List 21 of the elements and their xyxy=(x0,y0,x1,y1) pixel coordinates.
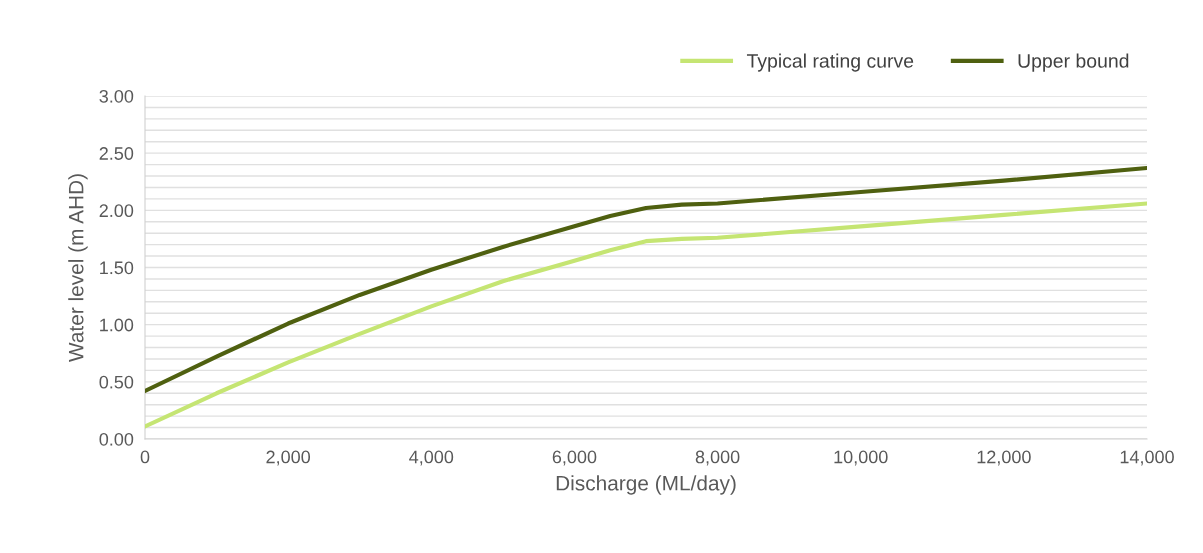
y-tick-label: 1.00 xyxy=(100,318,134,332)
x-tick-label: 8,000 xyxy=(695,450,740,466)
y-axis-title: Water level (m AHD) xyxy=(68,174,88,362)
y-tick-label: 1.50 xyxy=(100,261,134,275)
legend-label: Typical rating curve xyxy=(746,53,914,72)
y-tick-label: 2.00 xyxy=(99,204,134,218)
line-series xyxy=(145,165,1147,394)
x-tick-label: 4,000 xyxy=(409,450,454,466)
y-tick-label: 0.00 xyxy=(99,432,134,446)
y-tick-label: 2.50 xyxy=(99,147,134,160)
legend-label: Upper bound xyxy=(1018,53,1129,72)
x-tick-label: 10,000 xyxy=(834,450,888,466)
y-tick-label: 3.00 xyxy=(99,89,134,103)
x-tick-label: 0 xyxy=(140,450,150,464)
x-tick-label: 6,000 xyxy=(552,450,597,466)
x-tick-label: 12,000 xyxy=(977,450,1031,466)
x-axis-title: Discharge (ML/day) xyxy=(556,475,736,495)
line-series xyxy=(145,201,1147,429)
x-tick-label: 14,000 xyxy=(1120,450,1174,466)
x-tick-label: 2,000 xyxy=(266,450,311,466)
y-tick-label: 0.50 xyxy=(99,375,134,389)
